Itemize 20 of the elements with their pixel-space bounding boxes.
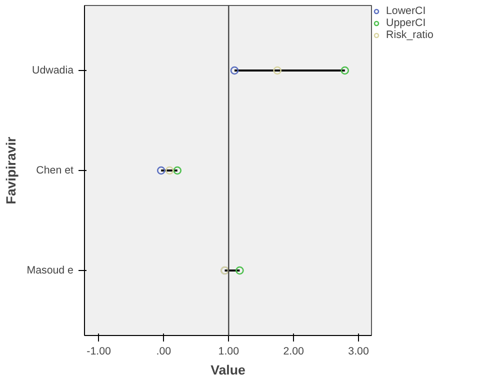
x-tick-label: 3.00 [348, 346, 369, 358]
point [165, 166, 174, 175]
y-tick-label: Masoud e [26, 264, 74, 276]
x-tick-label: 2.00 [283, 346, 304, 358]
x-tick-label: -1.00 [86, 346, 112, 358]
point [230, 66, 239, 75]
point [236, 266, 244, 275]
legend-label: Risk_ratio [386, 29, 434, 41]
point [340, 66, 350, 75]
legend-label: LowerCI [386, 5, 426, 17]
x-axis-title: Value [210, 362, 246, 378]
x-tick-label: .00 [156, 346, 172, 358]
y-tick-label: Chen et [36, 164, 74, 176]
y-tick-label: Udwadia [32, 64, 74, 76]
y-axis-title: Favipiravir [4, 136, 19, 204]
x-tick-label: 1.00 [218, 346, 240, 358]
point [273, 66, 282, 75]
point [173, 166, 182, 175]
legend-label: UpperCI [386, 17, 426, 29]
point [156, 166, 166, 175]
